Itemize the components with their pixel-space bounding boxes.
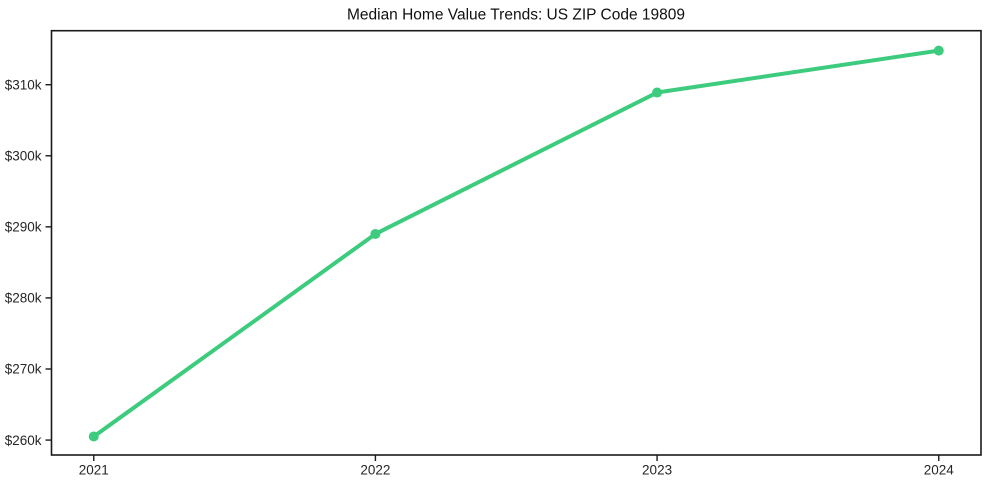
y-tick-label: $310k	[5, 77, 42, 92]
axis-tick-labels: $260k $270k $280k $290k $300k $310k 2021 2022 20…	[5, 77, 955, 477]
plot-frame	[50, 29, 982, 456]
y-tick-label: $300k	[5, 148, 42, 163]
data-point-marker	[370, 228, 381, 239]
data-point-marker	[88, 431, 99, 442]
data-point-marker	[652, 87, 663, 98]
x-tick-label: 2021	[79, 463, 109, 478]
plot-border	[50, 29, 982, 456]
y-tick-label: $280k	[5, 291, 42, 306]
data-point-marker	[933, 45, 944, 56]
y-tick-label: $290k	[5, 220, 42, 235]
trend-line	[91, 48, 941, 439]
chart-title: Median Home Value Trends: US ZIP Code 19…	[347, 7, 685, 24]
x-tick-label: 2023	[642, 463, 672, 478]
x-tick-label: 2022	[360, 463, 390, 478]
y-tick-label: $260k	[5, 433, 42, 448]
axis-ticks	[45, 84, 940, 461]
y-tick-label: $270k	[5, 362, 42, 377]
x-tick-label: 2024	[924, 463, 955, 478]
trend-line-series	[88, 45, 944, 442]
